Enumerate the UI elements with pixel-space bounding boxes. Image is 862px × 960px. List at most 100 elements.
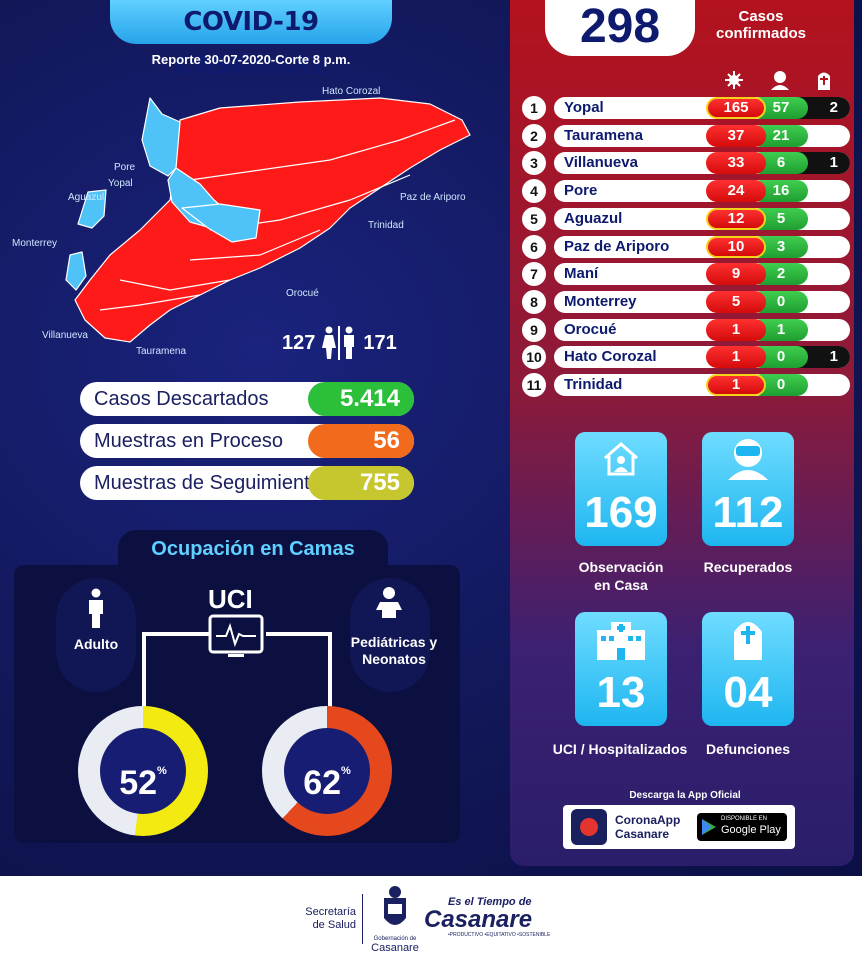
confirmed-total: 298 (545, 0, 695, 56)
samples-in-process-pill: Muestras en Proceso 56 (80, 424, 414, 458)
play-big-text: Google Play (721, 824, 781, 836)
adult-occupancy-value: 52% (100, 728, 186, 814)
virus-logo-icon (580, 818, 598, 836)
summary-value: 5.414 (308, 382, 414, 416)
slogan-top: Es el Tiempo de (448, 896, 532, 908)
cases-value: 37 (706, 124, 766, 147)
table-row: 1 Yopal 2 57 165 (522, 96, 850, 120)
pediatric-label: Pediátricas y Neonatos (342, 634, 446, 668)
dept-line: de Salud (312, 919, 356, 931)
slogan-main: Casanare (424, 906, 533, 933)
casanare-map: Hato Corozal Pore Yopal Aguazul Paz de A… (0, 80, 500, 380)
row-number: 2 (522, 123, 546, 148)
pediatric-label-line: Neonatos (362, 651, 426, 667)
male-count: 171 (363, 331, 397, 354)
table-row: 2 Tauramena 21 37 (522, 123, 850, 148)
table-row: 5 Aguazul 5 12 (522, 206, 850, 231)
recovered-card: 112 (702, 432, 794, 546)
table-row: 11 Trinidad 0 1 (522, 373, 850, 397)
map-label: Hato Corozal (322, 86, 381, 97)
table-row: 4 Pore 16 24 (522, 179, 850, 204)
map-label: Yopal (108, 178, 133, 189)
table-row: 7 Maní 2 9 (522, 262, 850, 287)
summary-value: 56 (308, 424, 414, 458)
recovered-person-icon (728, 439, 768, 480)
row-number: 11 (522, 373, 546, 397)
monitor-icon (208, 614, 264, 657)
page-title: COVID-19 CASANARE (110, 0, 392, 81)
deaths-card: 04 (702, 612, 794, 726)
row-number: 7 (522, 262, 546, 287)
card-label-line: en Casa (594, 577, 648, 593)
tomb-icon (818, 72, 830, 90)
baby-icon (376, 587, 402, 618)
row-number: 6 (522, 234, 546, 259)
cases-value: 10 (706, 235, 766, 258)
virus-icon (725, 71, 743, 89)
health-secretariat: Secretaría de Salud (300, 906, 356, 932)
gov-big: Casanare (371, 942, 419, 954)
adult-person-icon (89, 588, 103, 628)
footer: Secretaría de Salud Gobernación de Casan… (0, 876, 862, 960)
card-value: 169 (584, 488, 658, 537)
cases-value: 9 (706, 263, 766, 286)
app-download-note: Descarga la App Oficial (629, 790, 741, 801)
follow-up-samples-pill: Muestras de Seguimiento 755 (80, 466, 414, 500)
play-store-icon (702, 819, 716, 835)
table-row: 10 Hato Corozal 1 0 1 (522, 345, 850, 370)
uci-hospitalized-card: 13 (575, 612, 667, 726)
discarded-cases-pill: Casos Descartados 5.414 (80, 382, 414, 416)
map-label: Tauramena (136, 346, 187, 357)
map-label: Pore (114, 162, 136, 173)
uci-connector (142, 632, 332, 712)
uci-label: UCI (208, 584, 253, 614)
footer-divider (362, 894, 363, 944)
app-name-line: CoronaApp (615, 813, 681, 827)
map-label: Villanueva (42, 330, 88, 341)
gov-small: Gobernación de (373, 936, 417, 942)
map-label: Trinidad (368, 220, 404, 231)
adult-occupancy-donut: 52% (78, 706, 208, 836)
card-label: Observación en Casa (562, 558, 680, 594)
coat-of-arms-icon (384, 886, 406, 925)
row-number: 9 (522, 317, 546, 342)
adult-label: Adulto (73, 636, 119, 652)
google-play-badge[interactable]: DISPONIBLE EN Google Play (697, 813, 787, 841)
table-row: 3 Villanueva 1 6 33 (522, 151, 850, 176)
table-row: 9 Orocué 1 1 (522, 317, 850, 342)
slogan-sub: •PRODUCTIVO •EQUITATIVO •SOSTENIBLE (448, 932, 551, 938)
female-male-icon (322, 326, 355, 360)
confirmed-label-line: confirmados (715, 25, 806, 42)
percent-sign: % (157, 765, 167, 777)
table-row: 8 Monterrey 0 5 (522, 289, 850, 314)
map-label: Paz de Ariporo (400, 192, 466, 203)
card-value: 04 (723, 668, 773, 717)
row-number: 1 (522, 96, 546, 120)
female-count: 127 (282, 331, 316, 354)
pediatric-occupancy-value: 62% (284, 728, 370, 814)
row-number: 10 (522, 345, 546, 370)
confirmed-label: Casos confirmados (706, 8, 816, 42)
confirmed-label-line: Casos (738, 8, 784, 25)
play-small-text: DISPONIBLE EN (721, 816, 768, 822)
row-number: 3 (522, 151, 546, 176)
app-download-box[interactable]: CoronaApp Casanare DISPONIBLE EN Google … (563, 805, 795, 849)
cases-value: 1 (706, 318, 766, 341)
cases-value: 165 (706, 97, 766, 119)
gender-count: 127 171 (282, 326, 397, 360)
card-label: Defunciones (705, 741, 790, 757)
summary-label: Casos Descartados (94, 388, 269, 410)
card-value: 112 (712, 488, 784, 537)
adult-pct: 52 (119, 764, 158, 802)
summary-label: Muestras de Seguimiento (94, 472, 321, 494)
app-name-line: Casanare (615, 827, 670, 841)
cases-value: 24 (706, 180, 766, 203)
hospital-icon (597, 622, 645, 660)
person-icon (771, 71, 789, 90)
percent-sign: % (341, 765, 351, 777)
cases-value: 1 (706, 346, 766, 369)
card-value: 13 (596, 668, 646, 717)
map-label: Aguazul (68, 192, 105, 203)
cases-value: 5 (706, 290, 766, 313)
map-shape (65, 97, 471, 343)
